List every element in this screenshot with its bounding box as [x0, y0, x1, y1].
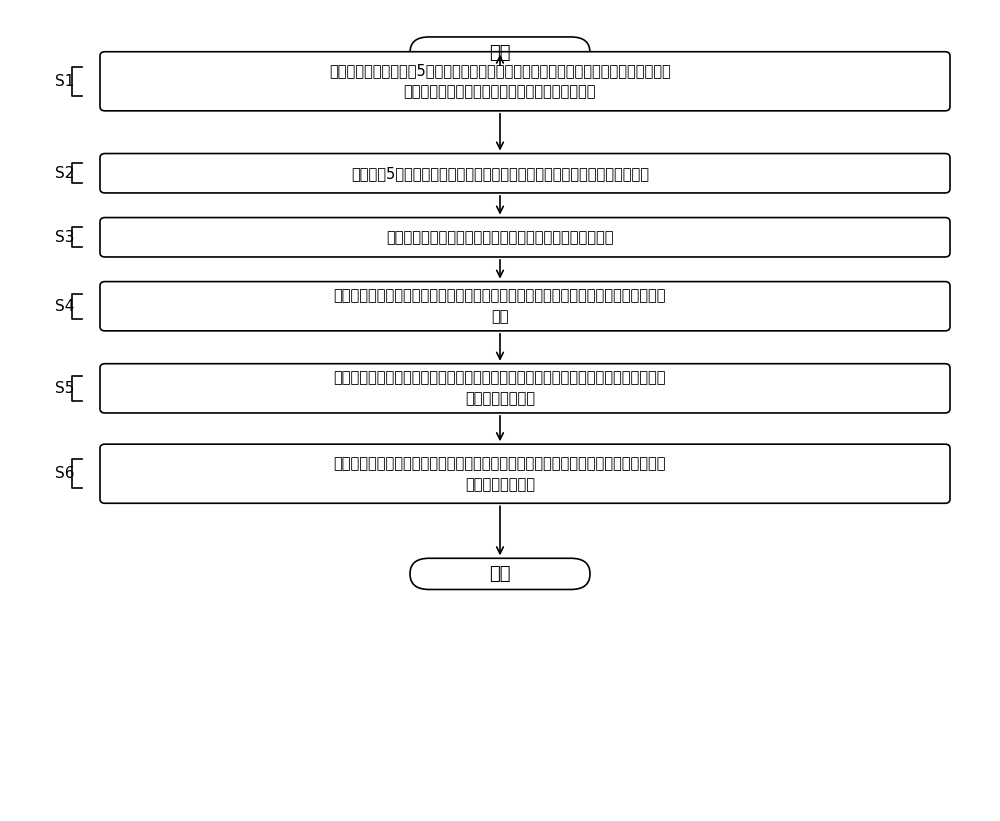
Text: 利用所述5个红外热像仪多角度采集热像图，并利用数据储存卡进行实时存储: 利用所述5个红外热像仪多角度采集热像图，并利用数据储存卡进行实时存储: [351, 166, 649, 181]
FancyBboxPatch shape: [100, 52, 950, 111]
Text: S4: S4: [55, 299, 75, 314]
Text: 根据所述三维套管温度模型标记异常温升区域，并进行热源定位，完成对换流变阀侧套
管局部放大的检测: 根据所述三维套管温度模型标记异常温升区域，并进行热源定位，完成对换流变阀侧套 管…: [334, 456, 666, 492]
FancyBboxPatch shape: [410, 558, 590, 589]
Text: 结束: 结束: [489, 565, 511, 583]
Text: 利用终端上位机对多角度采集的热像图进行拼接融合处理，形成全方位的套管表面温度
热图: 利用终端上位机对多角度采集的热像图进行拼接融合处理，形成全方位的套管表面温度 热…: [334, 288, 666, 324]
FancyBboxPatch shape: [100, 154, 950, 193]
Text: S5: S5: [55, 381, 75, 396]
Text: S1: S1: [55, 74, 75, 89]
Text: 对多角度采集的热像图进行灰度线性变换和中值滤波预处理: 对多角度采集的热像图进行灰度线性变换和中值滤波预处理: [386, 230, 614, 245]
Text: S3: S3: [55, 230, 75, 245]
FancyBboxPatch shape: [100, 282, 950, 331]
FancyBboxPatch shape: [100, 218, 950, 257]
FancyBboxPatch shape: [410, 37, 590, 68]
FancyBboxPatch shape: [100, 364, 950, 413]
FancyBboxPatch shape: [100, 444, 950, 503]
Text: 围绕套管轴向等距布置5个红外热像仪，且所述红外热像仪与套管末屏测量端子位于同一
水平面且不与套管接触，该水平面与套管轴向垂直: 围绕套管轴向等距布置5个红外热像仪，且所述红外热像仪与套管末屏测量端子位于同一 …: [329, 63, 671, 99]
Text: 开始: 开始: [489, 44, 511, 62]
Text: 构建初始三维套管模型，标定相机参数和进行维度变换，构建带有套管表面温度信息的
三维套管温度模型: 构建初始三维套管模型，标定相机参数和进行维度变换，构建带有套管表面温度信息的 三…: [334, 370, 666, 406]
Text: S2: S2: [55, 166, 75, 181]
Text: S6: S6: [55, 466, 75, 481]
